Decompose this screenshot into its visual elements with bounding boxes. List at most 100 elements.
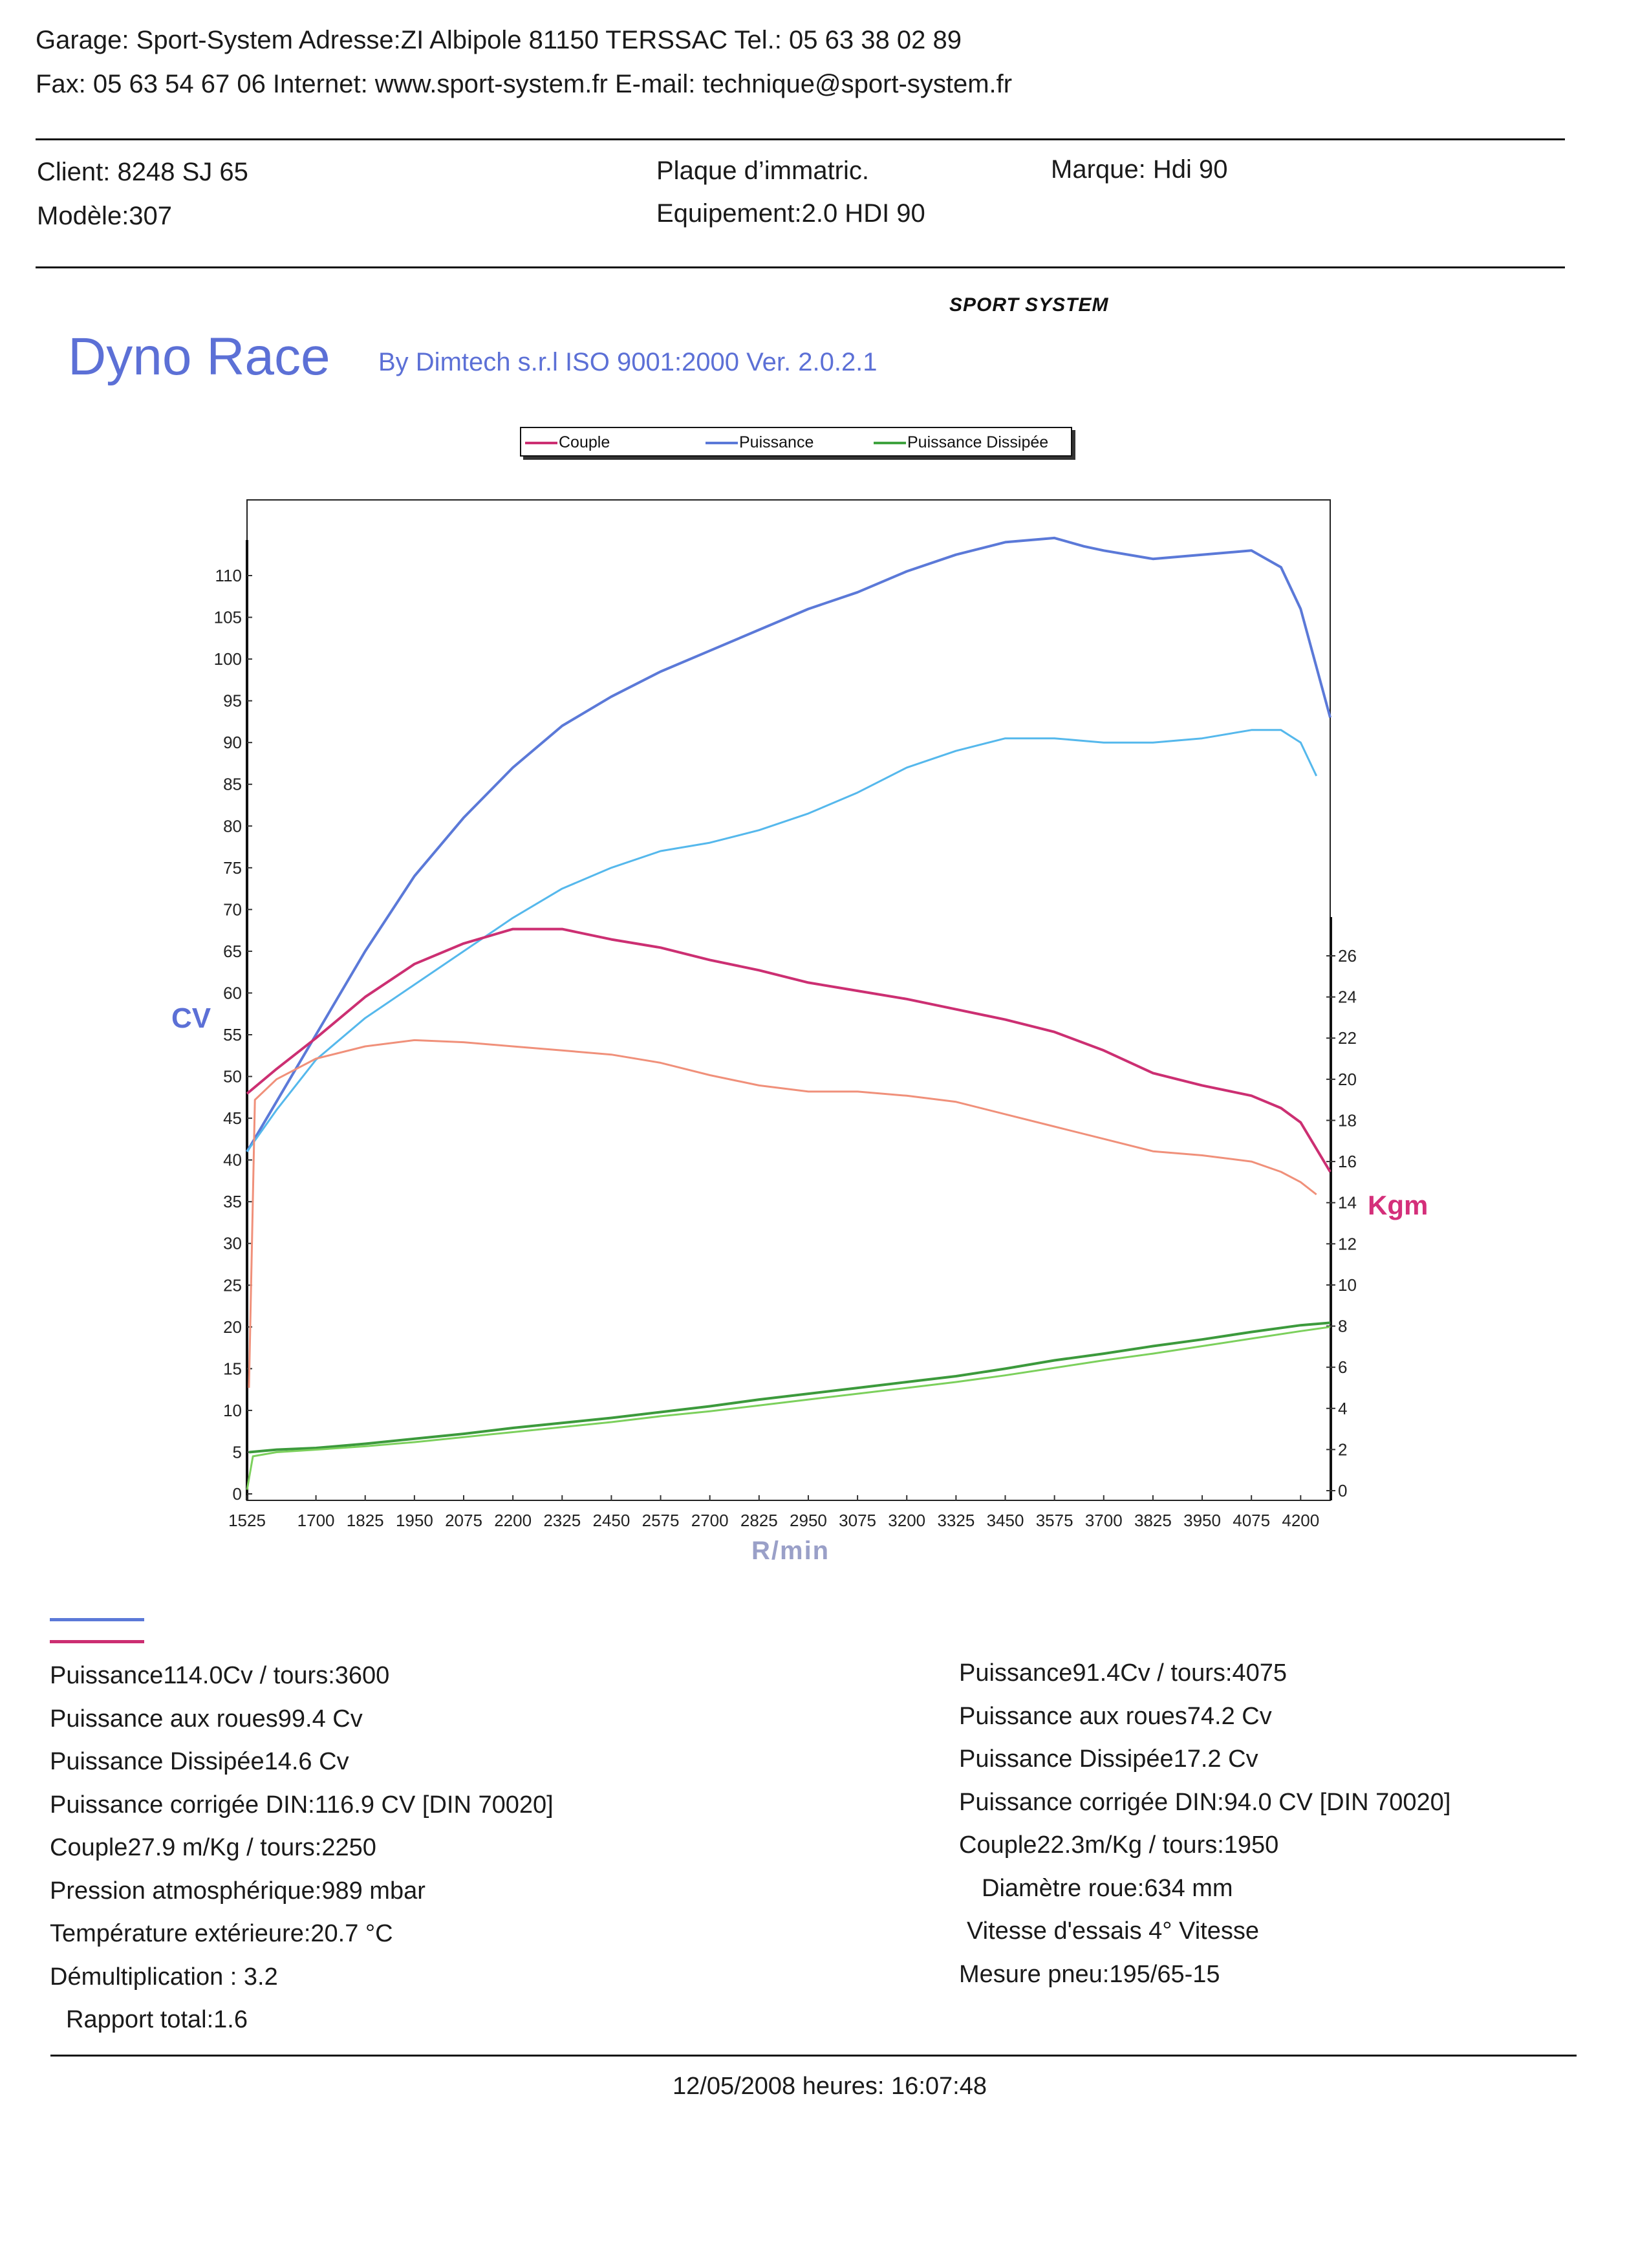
footer-divider: [50, 2055, 1577, 2057]
model-field: Modèle:307: [37, 202, 173, 230]
contact-info-line: Fax: 05 63 54 67 06 Internet: www.sport-…: [36, 70, 1013, 98]
stat-right-line: Puissance Dissipée17.2 Cv: [959, 1745, 1258, 1773]
legend-swatch-puissance: [706, 442, 738, 445]
stat-left-line: Démultiplication : 3.2: [50, 1963, 278, 1991]
y-right-tick-label: 12: [1338, 1234, 1357, 1253]
chart-lines: [246, 536, 1331, 1490]
y-right-tick-label: 24: [1338, 988, 1357, 1007]
y-left-tick-label: 55: [223, 1025, 242, 1044]
y-right-tick-label: 8: [1338, 1317, 1347, 1336]
x-tick-label: 3325: [937, 1511, 975, 1530]
x-tick-label: 1950: [396, 1511, 433, 1530]
y-right-tick-label: 22: [1338, 1028, 1357, 1048]
plot-frame: [246, 499, 1331, 1501]
x-tick-label: 2450: [592, 1511, 630, 1530]
client-divider: [36, 266, 1565, 268]
y-left-tick-label: 25: [223, 1275, 242, 1295]
y-left-tick-label: 20: [223, 1317, 242, 1337]
stat-left-line: Couple27.9 m/Kg / tours:2250: [50, 1834, 376, 1861]
y-right-tick-label: 0: [1338, 1481, 1347, 1500]
x-tick-label: 3200: [888, 1511, 925, 1530]
stat-left-line: Rapport total:1.6: [66, 2006, 248, 2033]
y-left-tick-label: 110: [215, 566, 242, 585]
y-right-tick-label: 18: [1338, 1110, 1357, 1130]
stat-right-line: Diamètre roue:634 mm: [982, 1874, 1233, 1902]
y-left-tick-label: 80: [223, 816, 242, 836]
client-field: Client: 8248 SJ 65: [37, 158, 248, 186]
stat-left-line: Puissance Dissipée14.6 Cv: [50, 1748, 349, 1775]
legend-label-dissipee: Puissance Dissipée: [907, 433, 1049, 451]
y-left-tick-label: 90: [223, 733, 242, 752]
y-right-tick-label: 26: [1338, 946, 1357, 966]
y-left-tick-label: 45: [223, 1108, 242, 1128]
app-title: Dyno Race: [68, 327, 330, 386]
y-right-tick-label: 4: [1338, 1399, 1347, 1418]
x-tick-label: 2825: [740, 1511, 778, 1530]
y-left-tick-label: 60: [223, 983, 242, 1002]
x-tick-label: 3700: [1085, 1511, 1123, 1530]
legend-item-dissipee: Puissance Dissipée: [874, 433, 1048, 452]
brand-field: Marque: Hdi 90: [1051, 155, 1228, 184]
stat-left-line: Puissance aux roues99.4 Cv: [50, 1705, 363, 1733]
sport-system-logo: SPORT SYSTEM: [949, 294, 1109, 316]
stat-left-line: Température extérieure:20.7 °C: [50, 1920, 393, 1947]
x-tick-label: 2575: [642, 1511, 680, 1530]
y-left-tick-label: 35: [223, 1192, 242, 1211]
stat-left-line: Pression atmosphérique:989 mbar: [50, 1877, 426, 1905]
y-left-tick-label: 15: [223, 1359, 242, 1378]
legend-label-puissance: Puissance: [739, 433, 814, 451]
x-tick-label: 3825: [1134, 1511, 1172, 1530]
chart-frame: [246, 499, 1332, 1501]
x-tick-label: 1700: [297, 1511, 335, 1530]
chart-axes: 0510152025303540455055606570758085909510…: [214, 566, 1357, 1530]
y-left-tick-label: 10: [223, 1401, 242, 1420]
x-tick-label: 1825: [347, 1511, 384, 1530]
garage-info-line: Garage: Sport-System Adresse:ZI Albipole…: [36, 26, 962, 54]
stat-left-line: Puissance corrigée DIN:116.9 CV [DIN 700…: [50, 1791, 554, 1819]
legend-swatch-dissipee: [874, 442, 906, 445]
stat-right-line: Couple22.3m/Kg / tours:1950: [959, 1831, 1279, 1859]
stat-right-line: Puissance corrigée DIN:94.0 CV [DIN 7002…: [959, 1788, 1451, 1816]
stat-right-line: Mesure pneu:195/65-15: [959, 1960, 1220, 1988]
y-right-tick-label: 6: [1338, 1357, 1347, 1377]
y-right-axis-label: Kgm: [1368, 1190, 1428, 1220]
y-left-tick-label: 50: [223, 1067, 242, 1086]
x-tick-label: 3950: [1183, 1511, 1221, 1530]
dyno-chart: 0510152025303540455055606570758085909510…: [214, 499, 1357, 1530]
report-timestamp: 12/05/2008 heures: 16:07:48: [673, 2073, 987, 2100]
y-left-tick-label: 30: [223, 1234, 242, 1253]
y-left-tick-label: 85: [223, 775, 242, 794]
y-right-tick-label: 16: [1338, 1152, 1357, 1171]
x-tick-label: 2200: [494, 1511, 532, 1530]
y-left-tick-label: 105: [214, 608, 242, 627]
equipment-field: Equipement:2.0 HDI 90: [656, 199, 925, 228]
series-line-dissipee_b: [246, 1326, 1331, 1490]
x-tick-label: 1525: [228, 1511, 266, 1530]
x-tick-label: 2075: [445, 1511, 482, 1530]
series-line-dissipee_a: [248, 1321, 1331, 1454]
y-left-tick-label: 70: [223, 900, 242, 919]
series-line-puissance_a: [246, 536, 1331, 1152]
y-right-tick-label: 20: [1338, 1070, 1357, 1089]
chart-legend: Couple Puissance Puissance Dissipée: [520, 427, 1072, 457]
x-axis-label: R/min: [751, 1537, 830, 1565]
stat-right-line: Puissance aux roues74.2 Cv: [959, 1702, 1272, 1730]
x-tick-label: 2325: [543, 1511, 581, 1530]
stat-left-line: Puissance114.0Cv / tours:3600: [50, 1662, 390, 1689]
y-right-tick-label: 2: [1338, 1440, 1347, 1459]
stat-right-line: Puissance91.4Cv / tours:4075: [959, 1659, 1287, 1687]
y-left-tick-label: 0: [233, 1484, 242, 1504]
y-left-tick-label: 75: [223, 858, 242, 878]
x-tick-label: 4200: [1282, 1511, 1319, 1530]
x-tick-label: 3075: [839, 1511, 876, 1530]
legend-label-couple: Couple: [559, 433, 610, 451]
x-tick-label: 3450: [987, 1511, 1024, 1530]
series-line-couple_a: [246, 927, 1331, 1173]
y-left-tick-label: 5: [233, 1442, 242, 1462]
series-line-puissance_b: [246, 729, 1318, 1152]
stat-right-line: Vitesse d'essais 4° Vitesse: [967, 1917, 1259, 1945]
x-tick-label: 3575: [1036, 1511, 1073, 1530]
series-line-couple_b: [248, 1039, 1317, 1388]
legend-swatch-couple: [525, 442, 557, 445]
legend-item-puissance: Puissance: [706, 433, 814, 452]
